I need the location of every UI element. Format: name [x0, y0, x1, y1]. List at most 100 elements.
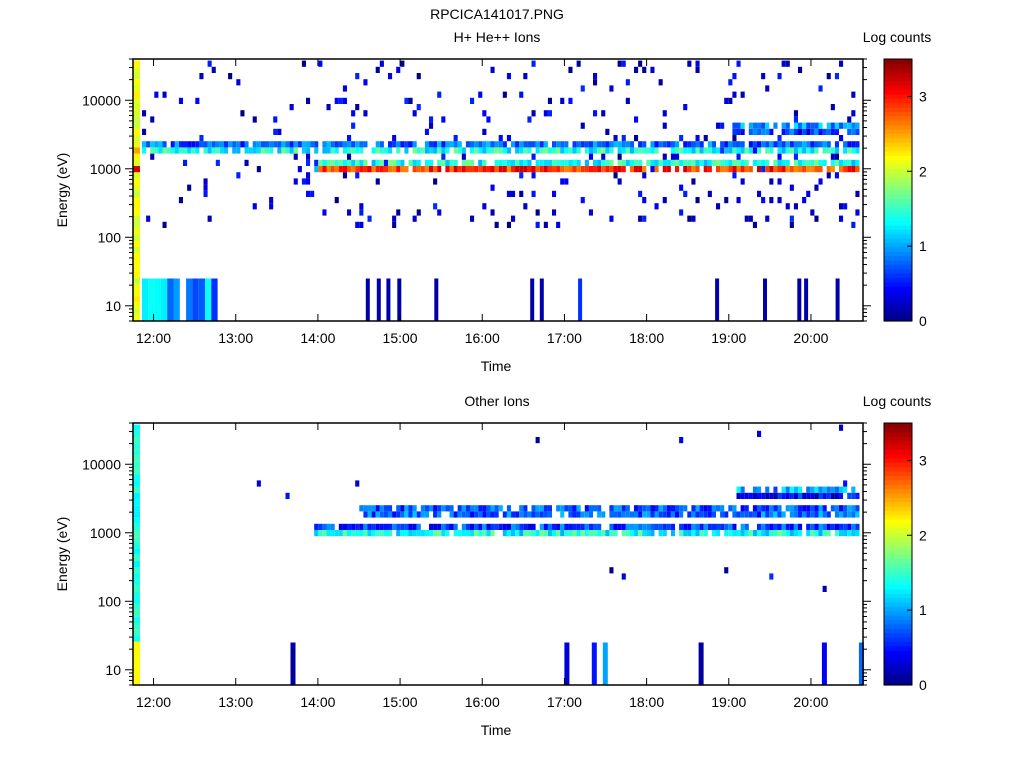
calibration-cell	[133, 424, 140, 431]
heatmap-cell	[752, 141, 757, 148]
heatmap-cell	[851, 511, 856, 518]
heatmap-cell	[777, 159, 782, 166]
heatmap-cell	[621, 141, 626, 148]
heatmap-cell	[818, 141, 823, 148]
heatmap-cell	[679, 159, 684, 166]
colorbar-segment	[884, 150, 912, 156]
heatmap-cell	[154, 91, 159, 98]
heatmap-cell	[453, 141, 458, 148]
heatmap-cell	[502, 166, 507, 173]
calibration-cell	[133, 141, 140, 148]
heatmap-cell	[457, 141, 462, 148]
heatmap-cell	[285, 492, 290, 499]
colorbar-segment	[884, 549, 912, 555]
heatmap-cell	[707, 166, 712, 173]
heatmap-cell	[601, 530, 606, 537]
calibration-cell	[133, 561, 140, 568]
colorbar-segment	[884, 242, 912, 248]
heatmap-cell	[162, 91, 167, 98]
heatmap-cell	[556, 166, 561, 173]
heatmap-cell	[580, 511, 585, 518]
heatmap-cell	[547, 97, 552, 104]
heatmap-cell	[162, 221, 167, 228]
heatmap-cell	[847, 505, 852, 512]
heatmap-cell	[621, 147, 626, 154]
heatmap-cell	[744, 511, 749, 518]
heatmap-cell	[437, 530, 442, 537]
heatmap-cell	[642, 511, 647, 518]
heatmap-cell	[818, 492, 823, 499]
heatmap-cell	[740, 511, 745, 518]
heatmap-cell	[314, 166, 319, 173]
heatmap-cell	[724, 159, 729, 166]
y-tick-label: 1000	[90, 161, 121, 177]
calibration-cell	[133, 246, 140, 253]
heatmap-cell	[506, 190, 511, 197]
colorbar-segment	[884, 72, 912, 78]
heatmap-cell	[461, 159, 466, 166]
colorbar-segment	[884, 449, 912, 455]
heatmap-cell	[338, 166, 343, 173]
heatmap-cell	[363, 159, 368, 166]
heatmap-cell	[408, 530, 413, 537]
heatmap-cell	[437, 147, 442, 154]
heatmap-cell	[453, 523, 458, 530]
calibration-cell	[133, 66, 140, 73]
heatmap-cell	[322, 159, 327, 166]
colorbar-segment	[884, 475, 912, 481]
heatmap-cell	[330, 530, 335, 537]
heatmap-cell	[576, 505, 581, 512]
heatmap-cell	[535, 221, 540, 228]
heatmap-cell	[461, 166, 466, 173]
heatmap-cell	[199, 141, 204, 148]
heatmap-cell	[568, 66, 573, 73]
heatmap-cell	[404, 530, 409, 537]
heatmap-cell	[564, 523, 569, 530]
heatmap-cell	[609, 166, 614, 173]
heatmap-cell	[765, 486, 770, 493]
calibration-cell	[133, 592, 140, 599]
heatmap-cell	[306, 178, 311, 185]
calibration-cell	[133, 536, 140, 543]
heatmap-cell	[593, 530, 598, 537]
heatmap-cell	[650, 141, 655, 148]
low-energy-bar	[821, 642, 827, 685]
heatmap-cell	[740, 505, 745, 512]
heatmap-cell	[207, 215, 212, 222]
heatmap-cell	[720, 166, 725, 173]
heatmap-cell	[839, 215, 844, 222]
heatmap-cell	[785, 203, 790, 210]
heatmap-cell	[552, 530, 557, 537]
heatmap-cell	[650, 159, 655, 166]
heatmap-cell	[683, 159, 688, 166]
heatmap-cell	[777, 135, 782, 142]
heatmap-cell	[162, 147, 167, 154]
calibration-cell	[133, 486, 140, 493]
heatmap-cell	[798, 530, 803, 537]
heatmap-cell	[330, 166, 335, 173]
heatmap-cell	[691, 215, 696, 222]
heatmap-cell	[523, 159, 528, 166]
heatmap-cell	[334, 97, 339, 104]
heatmap-cell	[371, 530, 376, 537]
heatmap-cell	[564, 141, 569, 148]
heatmap-cell	[178, 147, 183, 154]
heatmap-cell	[716, 203, 721, 210]
calibration-cell	[133, 197, 140, 204]
heatmap-cell	[621, 573, 626, 580]
heatmap-cell	[814, 147, 819, 154]
colorbar-tick-label: 2	[919, 527, 927, 543]
heatmap-cell	[429, 116, 434, 123]
low-energy-bar	[290, 642, 296, 685]
heatmap-cell	[560, 523, 565, 530]
heatmap-cell	[810, 530, 815, 537]
heatmap-cell	[826, 172, 831, 179]
heatmap-cell	[826, 147, 831, 154]
heatmap-cell	[634, 505, 639, 512]
heatmap-cell	[490, 511, 495, 518]
heatmap-cell	[375, 505, 380, 512]
heatmap-cell	[334, 166, 339, 173]
heatmap-cell	[822, 128, 827, 135]
heatmap-cell	[601, 110, 606, 117]
heatmap-cell	[634, 159, 639, 166]
